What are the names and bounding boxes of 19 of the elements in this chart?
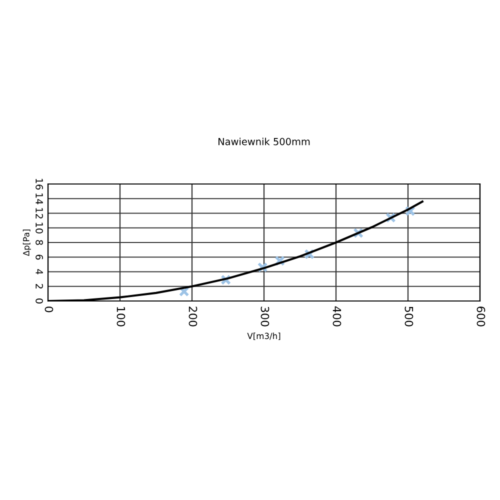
x-tick-label: 200 bbox=[188, 306, 198, 326]
y-axis-title: Δp[Pa] bbox=[22, 230, 31, 256]
x-tick-label: 0 bbox=[44, 306, 54, 312]
y-tick-label: 10 bbox=[36, 222, 43, 234]
y-tick-label: 0 bbox=[36, 298, 43, 304]
x-tick-label: 400 bbox=[332, 306, 342, 326]
x-axis-title: V[m3/h] bbox=[247, 332, 280, 340]
y-tick-label: 8 bbox=[36, 240, 43, 245]
x-tick-label: 100 bbox=[116, 307, 126, 326]
chart-title: Nawiewnik 500mm bbox=[218, 138, 310, 146]
x-tick-label: 600 bbox=[476, 306, 486, 326]
x-tick-label: 500 bbox=[404, 306, 414, 326]
y-tick-label: 4 bbox=[36, 269, 43, 274]
y-tick-label: 2 bbox=[36, 284, 43, 288]
y-tick-label: 14 bbox=[36, 194, 43, 204]
y-tick-label: 16 bbox=[36, 178, 43, 190]
y-tick-label: 12 bbox=[36, 208, 43, 218]
x-tick-label: 300 bbox=[260, 306, 270, 326]
y-tick-label: 6 bbox=[36, 254, 43, 260]
